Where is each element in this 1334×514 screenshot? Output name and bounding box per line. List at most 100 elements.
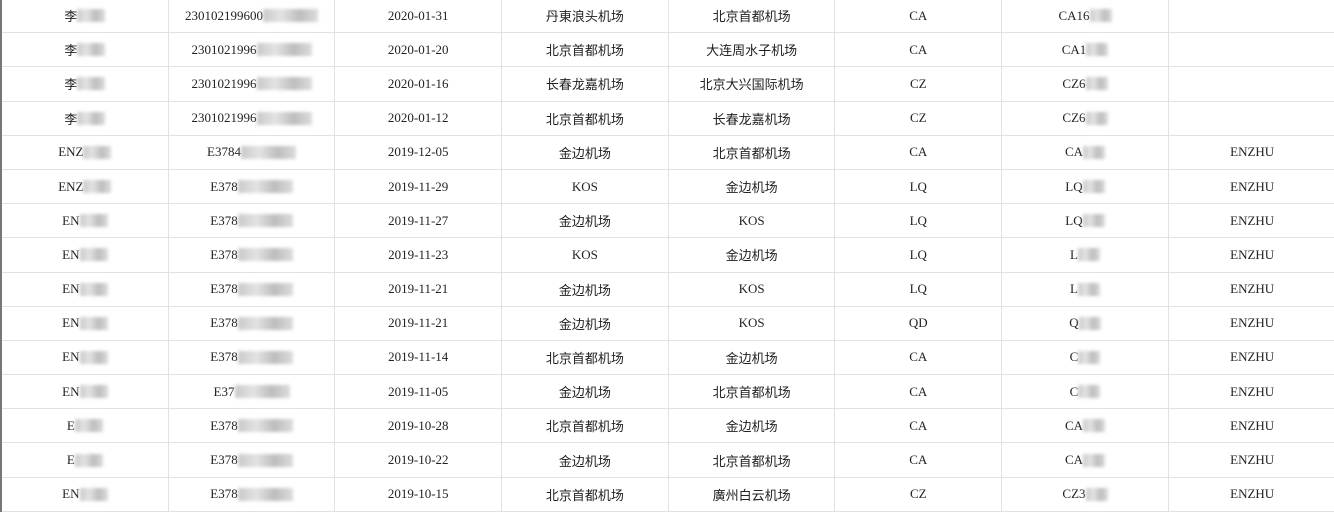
cell-date[interactable]: 2019-12-05 (335, 135, 503, 169)
cell-flight-no[interactable]: CZ3 (1002, 477, 1169, 511)
cell-arrival[interactable]: 廣州白云机场 (669, 477, 836, 511)
cell-name[interactable]: 李 (2, 101, 169, 135)
cell-id-number[interactable]: 2301021996 (169, 33, 336, 67)
cell-note[interactable] (1169, 102, 1334, 135)
cell-departure[interactable]: KOS (502, 238, 669, 272)
cell-id-number[interactable]: E378 (169, 443, 336, 477)
cell-departure[interactable]: 金边机场 (502, 135, 669, 169)
cell-flight-no[interactable]: L (1002, 238, 1169, 272)
cell-note[interactable] (1169, 67, 1334, 100)
cell-departure[interactable]: KOS (502, 169, 669, 204)
cell-flight-no[interactable]: CA16 (1002, 0, 1169, 33)
cell-departure[interactable]: 金边机场 (502, 204, 669, 238)
cell-note[interactable]: ENZHU (1169, 478, 1334, 511)
cell-name[interactable]: 李 (2, 0, 169, 33)
cell-name[interactable]: EN (2, 306, 169, 340)
cell-note[interactable]: ENZHU (1169, 238, 1334, 271)
cell-departure[interactable]: 北京首都机场 (502, 101, 669, 135)
cell-arrival[interactable]: 北京首都机场 (669, 443, 836, 477)
cell-name[interactable]: EN (2, 375, 169, 409)
cell-date[interactable]: 2020-01-16 (335, 67, 503, 101)
cell-airline[interactable]: CA (835, 409, 1003, 443)
cell-departure[interactable]: 长春龙嘉机场 (502, 67, 669, 101)
cell-arrival[interactable]: 金边机场 (669, 340, 836, 375)
cell-airline[interactable]: LQ (835, 272, 1003, 306)
cell-flight-no[interactable]: Q (1002, 306, 1169, 340)
cell-date[interactable]: 2019-11-21 (335, 272, 503, 306)
cell-name[interactable]: EN (2, 340, 169, 375)
cell-airline[interactable]: LQ (835, 238, 1003, 272)
cell-date[interactable]: 2019-11-27 (335, 204, 503, 238)
cell-airline[interactable]: CZ (835, 101, 1003, 135)
cell-flight-no[interactable]: C (1002, 340, 1169, 375)
cell-name[interactable]: ENZ (2, 169, 169, 204)
cell-airline[interactable]: CA (835, 33, 1003, 67)
cell-id-number[interactable]: 2301021996 (169, 67, 336, 101)
cell-arrival[interactable]: 长春龙嘉机场 (669, 101, 836, 135)
cell-name[interactable]: 李 (2, 33, 169, 67)
cell-arrival[interactable]: KOS (669, 306, 836, 340)
cell-note[interactable]: ENZHU (1169, 375, 1334, 408)
cell-flight-no[interactable]: CZ6 (1002, 67, 1169, 101)
cell-date[interactable]: 2020-01-20 (335, 33, 503, 67)
cell-note[interactable]: ENZHU (1169, 273, 1334, 306)
cell-flight-no[interactable]: C (1002, 375, 1169, 409)
cell-arrival[interactable]: KOS (669, 204, 836, 238)
cell-id-number[interactable]: 2301021996 (169, 101, 336, 135)
cell-arrival[interactable]: KOS (669, 272, 836, 306)
cell-id-number[interactable]: E37 (169, 375, 336, 409)
cell-note[interactable]: ENZHU (1169, 443, 1334, 476)
cell-flight-no[interactable]: CA (1002, 443, 1169, 477)
cell-arrival[interactable]: 北京大兴国际机场 (669, 67, 836, 101)
cell-date[interactable]: 2019-10-28 (335, 409, 503, 443)
cell-name[interactable]: EN (2, 477, 169, 511)
cell-id-number[interactable]: E378 (169, 409, 336, 443)
cell-date[interactable]: 2020-01-12 (335, 101, 503, 135)
cell-name[interactable]: 李 (2, 67, 169, 101)
cell-note[interactable]: ENZHU (1169, 170, 1334, 203)
cell-note[interactable]: ENZHU (1169, 204, 1334, 237)
cell-id-number[interactable]: E378 (169, 306, 336, 340)
cell-airline[interactable]: LQ (835, 169, 1003, 204)
cell-departure[interactable]: 北京首都机场 (502, 33, 669, 67)
cell-departure[interactable]: 北京首都机场 (502, 409, 669, 443)
cell-date[interactable]: 2019-11-14 (335, 340, 503, 375)
cell-date[interactable]: 2019-11-29 (335, 169, 503, 204)
cell-date[interactable]: 2020-01-31 (335, 0, 503, 33)
cell-date[interactable]: 2019-10-22 (335, 443, 503, 477)
cell-arrival[interactable]: 金边机场 (669, 409, 836, 443)
cell-airline[interactable]: CA (835, 375, 1003, 409)
cell-name[interactable]: ENZ (2, 135, 169, 169)
cell-airline[interactable]: CZ (835, 477, 1003, 511)
cell-name[interactable]: E (2, 443, 169, 477)
cell-departure[interactable]: 金边机场 (502, 375, 669, 409)
cell-airline[interactable]: LQ (835, 204, 1003, 238)
cell-airline[interactable]: CA (835, 0, 1003, 33)
cell-flight-no[interactable]: CA1 (1002, 33, 1169, 67)
cell-airline[interactable]: CA (835, 443, 1003, 477)
cell-flight-no[interactable]: CA (1002, 135, 1169, 169)
cell-name[interactable]: EN (2, 272, 169, 306)
cell-flight-no[interactable]: L (1002, 272, 1169, 306)
cell-flight-no[interactable]: LQ (1002, 169, 1169, 204)
cell-date[interactable]: 2019-11-05 (335, 375, 503, 409)
cell-note[interactable]: ENZHU (1169, 307, 1334, 340)
cell-arrival[interactable]: 金边机场 (669, 238, 836, 272)
cell-flight-no[interactable]: CZ6 (1002, 101, 1169, 135)
cell-id-number[interactable]: E378 (169, 169, 336, 204)
cell-departure[interactable]: 金边机场 (502, 272, 669, 306)
cell-note[interactable]: ENZHU (1169, 136, 1334, 169)
cell-id-number[interactable]: E3784 (169, 135, 336, 169)
cell-departure[interactable]: 金边机场 (502, 443, 669, 477)
cell-id-number[interactable]: E378 (169, 477, 336, 511)
cell-departure[interactable]: 北京首都机场 (502, 340, 669, 375)
cell-name[interactable]: EN (2, 204, 169, 238)
cell-date[interactable]: 2019-10-15 (335, 477, 503, 511)
cell-id-number[interactable]: E378 (169, 340, 336, 375)
cell-note[interactable]: ENZHU (1169, 341, 1334, 374)
cell-date[interactable]: 2019-11-23 (335, 238, 503, 272)
cell-id-number[interactable]: E378 (169, 238, 336, 272)
cell-id-number[interactable]: E378 (169, 204, 336, 238)
cell-flight-no[interactable]: CA (1002, 409, 1169, 443)
cell-arrival[interactable]: 北京首都机场 (669, 375, 836, 409)
